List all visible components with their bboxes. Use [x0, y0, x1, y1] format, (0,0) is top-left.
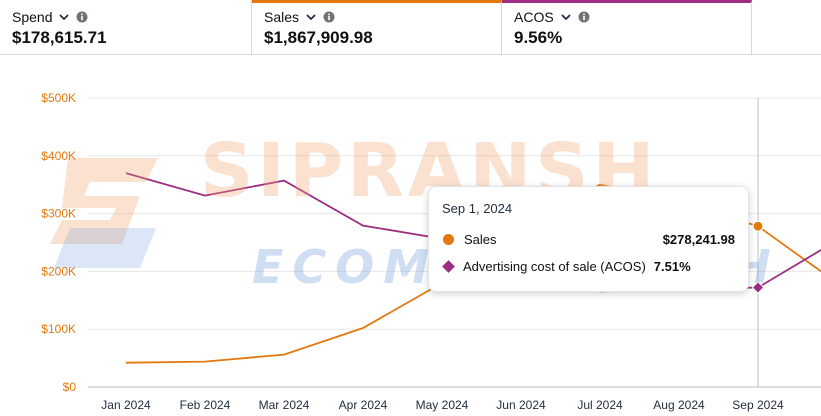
sales-legend-dot-icon: [443, 234, 454, 245]
acos-point-marker: [751, 281, 765, 294]
tooltip-acos-label: Advertising cost of sale (ACOS): [463, 259, 646, 274]
metric-acos[interactable]: ACOS 9.56%: [502, 0, 752, 54]
tooltip-acos-value: 7.51%: [653, 259, 691, 274]
y-tick-label: $300K: [41, 207, 76, 221]
metric-acos-label: ACOS: [514, 9, 554, 25]
tooltip-sales-label: Sales: [464, 232, 497, 247]
info-icon[interactable]: [323, 11, 335, 23]
acos-legend-diamond-icon: [442, 260, 455, 273]
x-tick-label: Jul 2024: [577, 398, 623, 412]
metric-sales-value: $1,867,909.98: [264, 28, 373, 47]
y-tick-label: $200K: [41, 264, 76, 278]
metric-acos-value: 9.56%: [514, 28, 563, 47]
y-tick-label: $0: [63, 380, 77, 394]
x-tick-label: Apr 2024: [339, 398, 388, 412]
x-tick-label: Mar 2024: [259, 398, 310, 412]
chart-tooltip: Sep 1, 2024 Sales $278,241.98 Advertisin…: [428, 186, 749, 292]
sales-point-marker: [752, 220, 764, 232]
x-tick-label: Sep 2024: [732, 398, 784, 412]
x-tick-label: Aug 2024: [653, 398, 705, 412]
chevron-down-icon[interactable]: [560, 11, 572, 23]
tooltip-row-sales: Sales $278,241.98: [443, 232, 735, 247]
x-tick-label: Feb 2024: [180, 398, 231, 412]
metric-sales-label: Sales: [264, 9, 300, 25]
y-tick-label: $500K: [41, 91, 76, 105]
chevron-down-icon[interactable]: [58, 11, 70, 23]
info-icon[interactable]: [578, 11, 590, 23]
metric-spend-label: Spend: [12, 9, 53, 25]
metrics-bar: Spend $178,615.71 Sales $1,867,909.98 AC…: [0, 0, 821, 55]
tooltip-date: Sep 1, 2024: [442, 201, 513, 216]
metric-spend-value: $178,615.71: [12, 28, 107, 47]
y-tick-label: $400K: [41, 149, 76, 163]
chevron-down-icon[interactable]: [305, 11, 317, 23]
x-tick-label: Jun 2024: [496, 398, 546, 412]
tooltip-row-acos: Advertising cost of sale (ACOS) 7.51%: [442, 259, 735, 274]
tooltip-sales-value: $278,241.98: [662, 232, 735, 247]
y-tick-label: $100K: [41, 322, 76, 336]
metric-spend[interactable]: Spend $178,615.71: [0, 0, 252, 54]
info-icon[interactable]: [76, 11, 88, 23]
metric-sales[interactable]: Sales $1,867,909.98: [252, 0, 502, 54]
x-tick-label: Jan 2024: [101, 398, 151, 412]
x-tick-label: May 2024: [416, 398, 469, 412]
